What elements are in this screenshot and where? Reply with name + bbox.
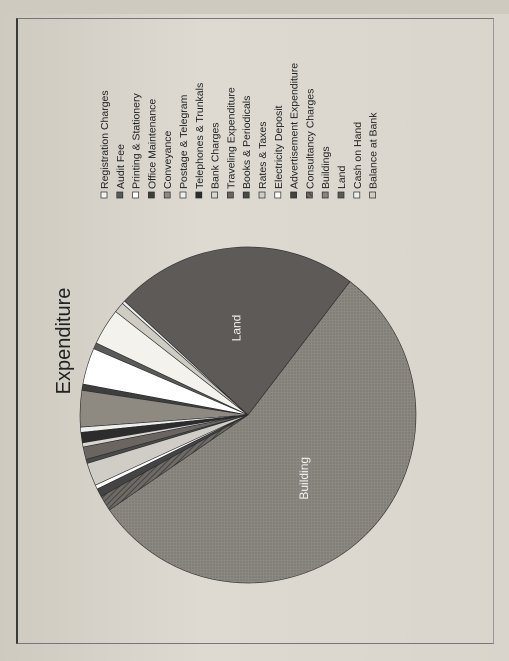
legend-item-audit-fee: Audit Fee [115,144,127,199]
legend-item-electricity-deposit: Electricity Deposit [273,105,285,199]
chart-title: Expenditure [53,288,75,395]
legend-label: Audit Fee [115,144,127,189]
legend-item-buildings: Buildings [320,146,332,199]
legend-swatch [353,191,361,199]
legend-swatch [290,191,297,199]
legend-swatch [242,191,250,199]
legend-swatch [179,191,187,199]
legend-label: Buildings [320,146,332,189]
pie-slice-balance-at-bank [115,303,249,416]
legend-label: Balance at Bank [368,112,380,189]
legend-label: Printing & Stationery [131,93,143,189]
legend-label: Bank Charges [210,122,222,189]
legend-label: Conveyance [162,130,174,189]
legend-item-land: Land [336,165,348,199]
legend-label: Advertisement Expenditure [289,63,301,189]
legend: Registration Charges Audit Fee Printing & … [99,63,380,199]
legend-label: Registration Charges [99,90,111,189]
legend-label: Cash on Hand [352,122,364,189]
legend-label: Office Maintenance [146,99,158,189]
legend-item-advertisement-expenditure: Advertisement Expenditure [289,63,301,199]
legend-label: Land [336,165,348,189]
chart-frame [16,18,494,644]
legend-item-registration-charges: Registration Charges [99,90,111,199]
legend-item-printing-stationery: Printing & Stationery [131,93,143,199]
legend-item-books-periodicals: Books & Periodicals [241,96,253,199]
legend-item-conveyance: Conveyance [162,130,174,199]
legend-item-postage-telegram: Postage & Telegram [178,94,190,199]
legend-swatch [195,191,203,199]
legend-swatch [116,191,124,199]
legend-label: Books & Periodicals [241,96,253,189]
legend-swatch [369,191,376,199]
slice-label-land: Land [229,315,243,342]
legend-swatch [148,191,155,199]
pie-slice-land [124,246,351,416]
legend-swatch [227,191,234,199]
legend-swatch [306,191,313,199]
legend-item-telephones-trunkals: Telephones & Trunkals [194,83,206,199]
legend-label: Postage & Telegram [178,94,190,189]
pie-slice-buildings [109,281,417,584]
legend-swatch [132,191,139,199]
legend-label: Traveling Expenditure [225,87,237,189]
legend-swatch [211,191,218,199]
legend-swatch [274,191,282,199]
legend-item-balance-at-bank: Balance at Bank [368,112,380,199]
legend-label: Consultancy Charges [304,89,316,189]
legend-label: Electricity Deposit [273,105,285,189]
legend-swatch [100,191,108,199]
legend-item-bank-charges: Bank Charges [210,122,222,199]
legend-item-consultancy-charges: Consultancy Charges [304,89,316,199]
legend-label: Rates & Taxes [257,121,269,189]
legend-item-rates-taxes: Rates & Taxes [257,121,269,199]
legend-item-traveling-expenditure: Traveling Expenditure [225,87,237,199]
legend-swatch [258,191,266,199]
slice-label-buildings: Building [297,457,311,500]
page-top-edge [0,0,509,14]
legend-swatch [163,191,171,199]
legend-label: Telephones & Trunkals [194,83,206,189]
legend-swatch [321,191,329,199]
legend-item-office-maintenance: Office Maintenance [146,99,158,199]
legend-item-cash-on-hand: Cash on Hand [352,122,364,199]
slice-labels: Building Land [229,315,311,500]
legend-swatch [337,191,345,199]
pie-slices [79,246,417,584]
